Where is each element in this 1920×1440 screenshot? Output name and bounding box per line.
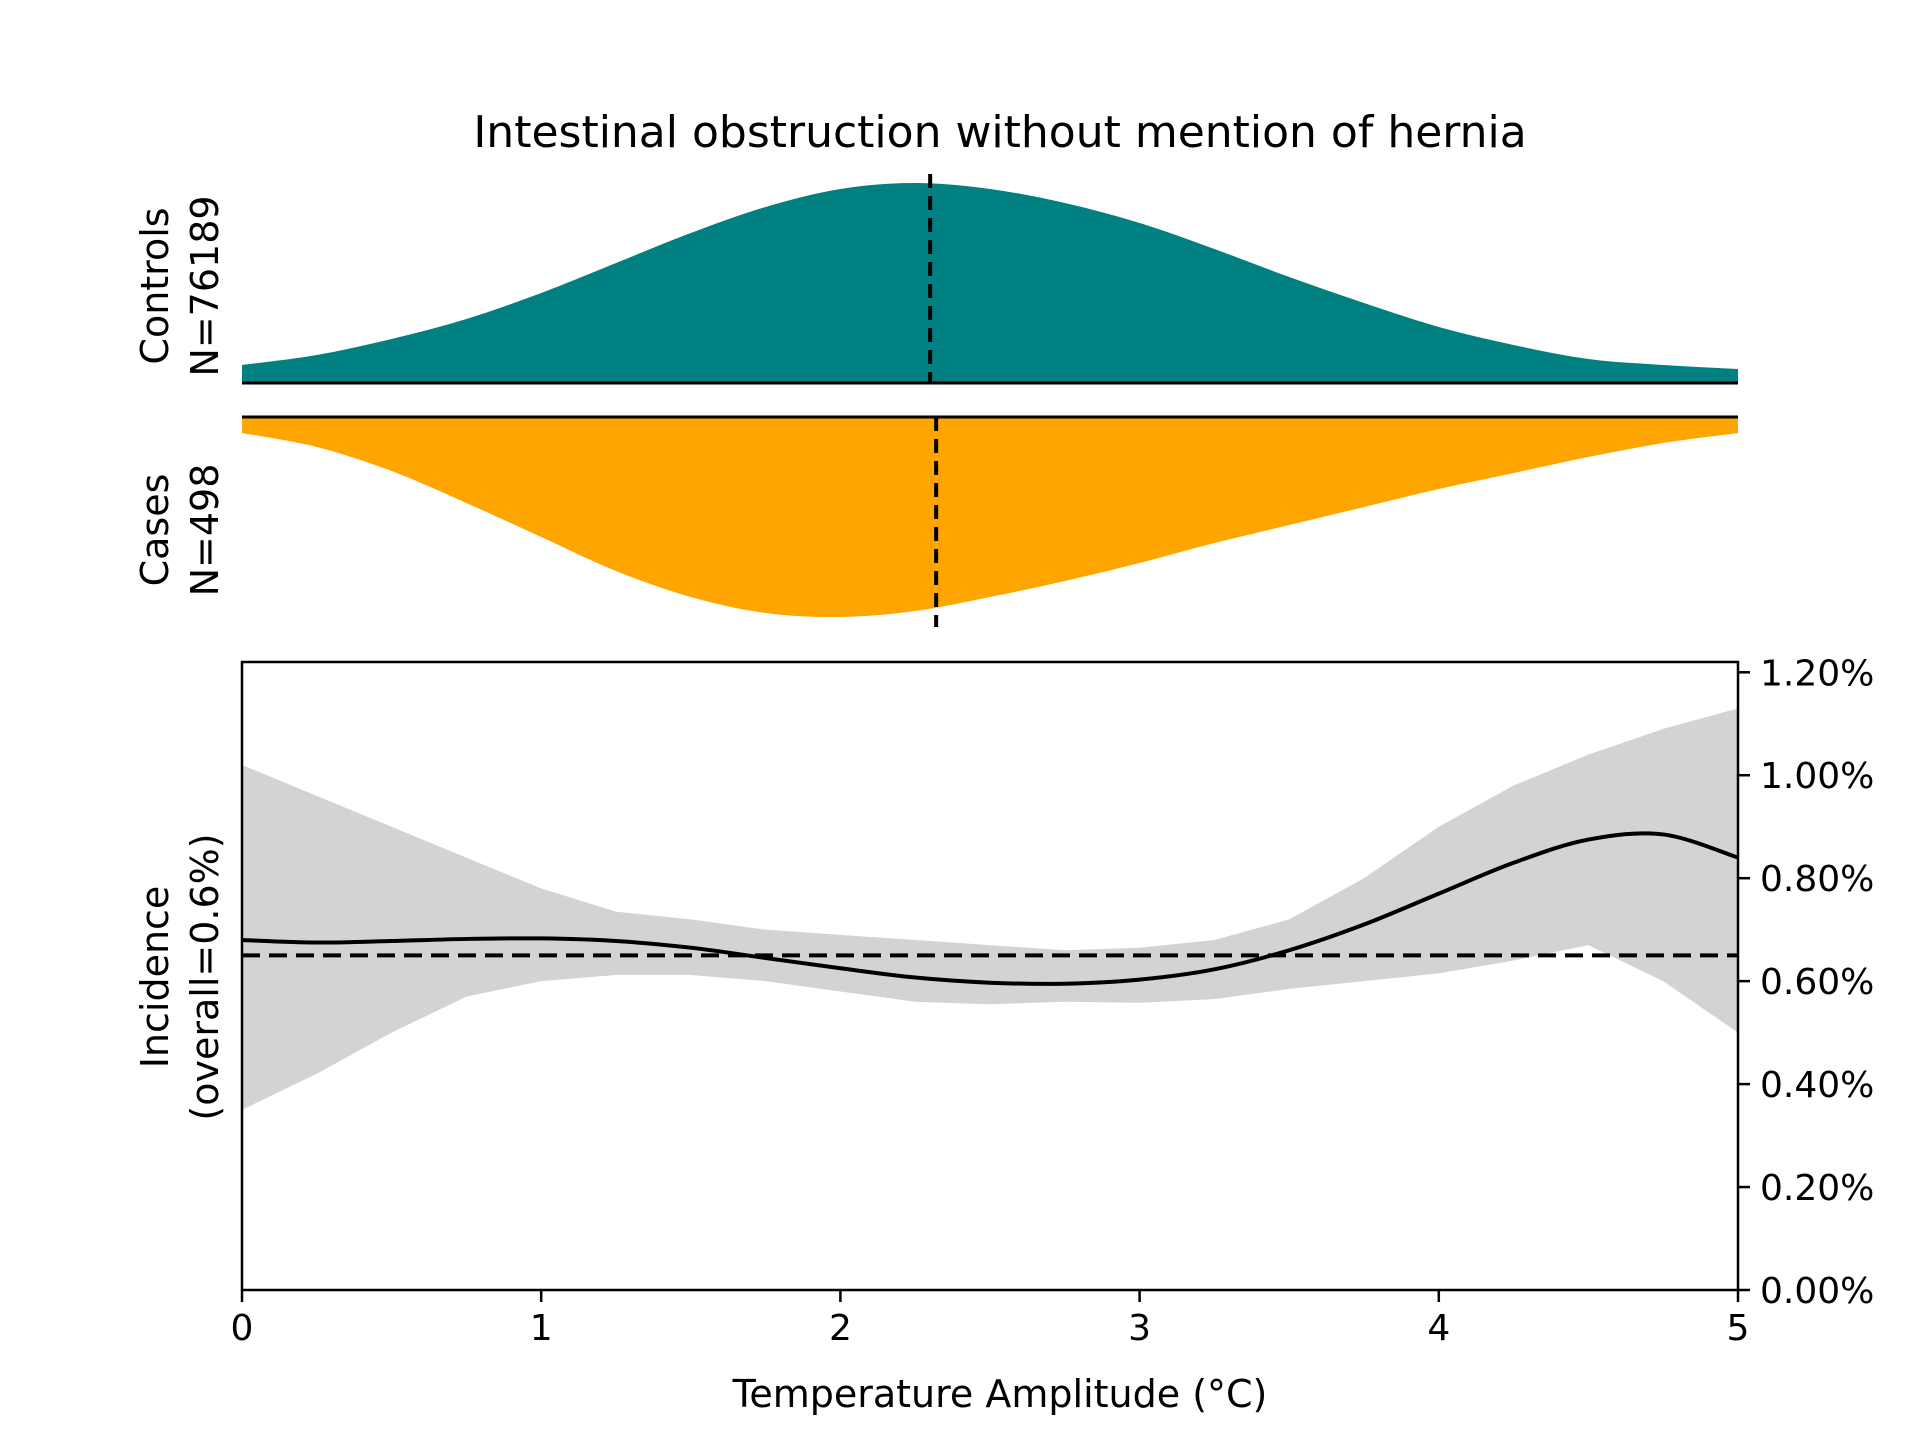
x-axis: 0 1 2 3 4 5 bbox=[231, 1290, 1750, 1349]
incidence-overall-label: (overall=0.6%) bbox=[183, 833, 227, 1120]
y-tick-label: 1.00% bbox=[1760, 756, 1874, 797]
incidence-label: Incidence bbox=[133, 886, 177, 1069]
y-tick-label: 0.00% bbox=[1760, 1271, 1874, 1312]
x-tick-label: 2 bbox=[829, 1308, 852, 1349]
x-axis-label: Temperature Amplitude (°C) bbox=[732, 1372, 1268, 1416]
cases-count-label: N=498 bbox=[183, 464, 227, 597]
y-tick-label: 0.60% bbox=[1760, 962, 1874, 1003]
confidence-band bbox=[242, 708, 1738, 1110]
controls-label: Controls bbox=[133, 207, 177, 364]
x-tick-label: 5 bbox=[1727, 1308, 1750, 1349]
x-tick-label: 3 bbox=[1128, 1308, 1151, 1349]
controls-density-area bbox=[242, 183, 1738, 383]
controls-density-panel: Controls N=76189 bbox=[133, 174, 1738, 385]
y-tick-label: 1.20% bbox=[1760, 653, 1874, 694]
y-tick-label: 0.20% bbox=[1760, 1168, 1874, 1209]
y-axis-right: 0.00% 0.20% 0.40% 0.60% 0.80% 1.00% 1.20% bbox=[1738, 653, 1874, 1312]
plot-frame bbox=[240, 660, 1740, 1292]
y-tick-label: 0.80% bbox=[1760, 859, 1874, 900]
y-tick-label: 0.40% bbox=[1760, 1065, 1874, 1106]
cases-density-area bbox=[242, 417, 1738, 618]
cases-label: Cases bbox=[133, 474, 177, 587]
x-tick-label: 4 bbox=[1427, 1308, 1450, 1349]
cases-density-panel: Cases N=498 bbox=[133, 415, 1738, 627]
incidence-line bbox=[241, 831, 1739, 986]
x-tick-label: 0 bbox=[231, 1308, 254, 1349]
controls-count-label: N=76189 bbox=[183, 195, 227, 376]
chart-title: Intestinal obstruction without mention o… bbox=[473, 107, 1526, 158]
x-tick-label: 1 bbox=[530, 1308, 553, 1349]
incidence-panel: 0 1 2 3 4 5 0.00% 0.20% 0.40% 0.60% 0.80% 1.00% 1.2… bbox=[133, 653, 1874, 1416]
